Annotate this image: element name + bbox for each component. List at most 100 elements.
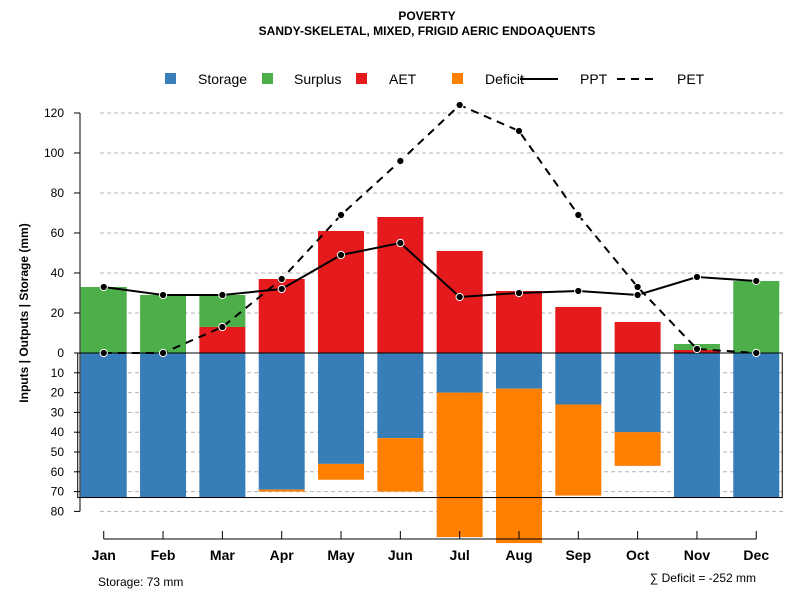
legend-label-deficit: Deficit: [485, 71, 524, 87]
pet-point: [336, 210, 346, 220]
storage-bar: [140, 353, 187, 498]
ppt-point: [752, 276, 761, 286]
pet-point: [752, 348, 761, 358]
y-tick-label: 20: [51, 306, 65, 320]
deficit-bar: [495, 388, 542, 544]
x-tick-label: Aug: [505, 547, 532, 563]
storage-bar: [80, 353, 127, 498]
storage-bar: [733, 353, 780, 498]
legend: Storage Surplus AET Deficit PPT PET: [165, 71, 705, 87]
deficit-bar: [436, 392, 483, 538]
ppt-point: [514, 288, 524, 298]
deficit-bar: [555, 404, 602, 496]
pet-point: [277, 274, 286, 284]
y-axis-label: Inputs | Outputs | Storage (mm): [17, 223, 31, 402]
aet-bar: [495, 291, 542, 353]
x-tick-label: Feb: [151, 547, 176, 563]
legend-label-ppt: PPT: [580, 71, 608, 87]
x-tick-label: May: [327, 547, 354, 563]
x-tick-label: Jun: [388, 547, 413, 563]
aet-bar: [318, 231, 365, 353]
storage-bar: [495, 353, 542, 389]
legend-label-pet: PET: [677, 71, 705, 87]
pet-point: [455, 100, 464, 110]
storage-bar: [258, 353, 305, 490]
x-tick-label: Nov: [684, 547, 711, 563]
axes: 0 20 40 60 80 100 120 10 20 30 40 50 60 70 80 Jan Feb Mar…: [44, 106, 769, 563]
aet-bar: [199, 327, 246, 353]
x-tick-label: Oct: [626, 547, 650, 563]
pet-point: [514, 126, 524, 136]
deficit-bar: [258, 489, 305, 492]
pet-point: [158, 348, 168, 358]
pet-point: [218, 322, 227, 332]
y-tick-label: 20: [51, 386, 65, 400]
bars: [77, 217, 783, 544]
y-tick-label: 60: [51, 226, 65, 240]
series-lines: [99, 100, 761, 358]
ppt-point: [336, 250, 346, 260]
ppt-point: [158, 290, 168, 300]
legend-swatch-aet: [356, 73, 367, 84]
storage-bar: [555, 353, 602, 405]
aet-bar: [377, 217, 424, 353]
pet-point: [396, 156, 405, 166]
x-tick-label: Sep: [565, 547, 591, 563]
surplus-bar: [80, 287, 127, 353]
ppt-point: [455, 292, 464, 302]
ppt-point: [99, 282, 108, 292]
y-tick-label: 120: [44, 106, 64, 120]
storage-bar: [377, 353, 424, 439]
pet-point: [574, 210, 583, 220]
legend-swatch-deficit: [452, 73, 463, 84]
aet-bar: [555, 307, 602, 353]
legend-label-aet: AET: [389, 71, 417, 87]
aet-bar: [436, 251, 483, 353]
y-tick-label: 60: [51, 465, 65, 479]
ppt-point: [218, 290, 227, 300]
x-tick-label: Jan: [92, 547, 116, 563]
surplus-bar: [140, 295, 187, 353]
deficit-bar: [614, 432, 661, 466]
surplus-bar: [733, 281, 780, 353]
x-tick-label: Jul: [450, 547, 470, 563]
y-tick-label: 40: [51, 266, 65, 280]
y-tick-label: 80: [51, 186, 65, 200]
deficit-note: ∑ Deficit = -252 mm: [650, 571, 756, 585]
deficit-bar: [377, 438, 424, 492]
storage-bar: [436, 353, 483, 393]
storage-bar: [199, 353, 246, 498]
surplus-bar: [199, 295, 246, 327]
y-tick-label: 40: [51, 425, 65, 439]
ppt-point: [277, 284, 286, 294]
ppt-point: [692, 272, 702, 282]
legend-swatch-surplus: [262, 73, 273, 84]
pet-line: [103, 103, 757, 354]
y-tick-label: 80: [51, 504, 65, 518]
storage-bar: [673, 353, 720, 498]
chart-subtitle: SANDY-SKELETAL, MIXED, FRIGID AERIC ENDO…: [259, 24, 596, 38]
storage-bar: [614, 353, 661, 433]
ppt-line: [103, 241, 757, 299]
y-tick-label: 0: [57, 346, 64, 360]
ppt-point: [574, 286, 583, 296]
deficit-bar: [318, 463, 365, 480]
aet-bar: [614, 322, 661, 353]
legend-swatch-storage: [165, 73, 176, 84]
y-tick-label: 100: [44, 146, 64, 160]
chart-title: POVERTY: [398, 9, 455, 23]
ppt-point: [396, 238, 405, 248]
y-tick-label: 50: [51, 445, 65, 459]
pet-point: [692, 344, 702, 354]
y-tick-label: 10: [51, 366, 65, 380]
y-tick-label: 30: [51, 405, 65, 419]
y-tick-label: 70: [51, 485, 65, 499]
x-tick-label: Apr: [270, 547, 295, 563]
x-tick-label: Mar: [210, 547, 235, 563]
legend-label-surplus: Surplus: [294, 71, 341, 87]
legend-label-storage: Storage: [198, 71, 247, 87]
ppt-point: [633, 290, 642, 300]
x-tick-label: Dec: [743, 547, 769, 563]
storage-bar: [318, 353, 365, 464]
